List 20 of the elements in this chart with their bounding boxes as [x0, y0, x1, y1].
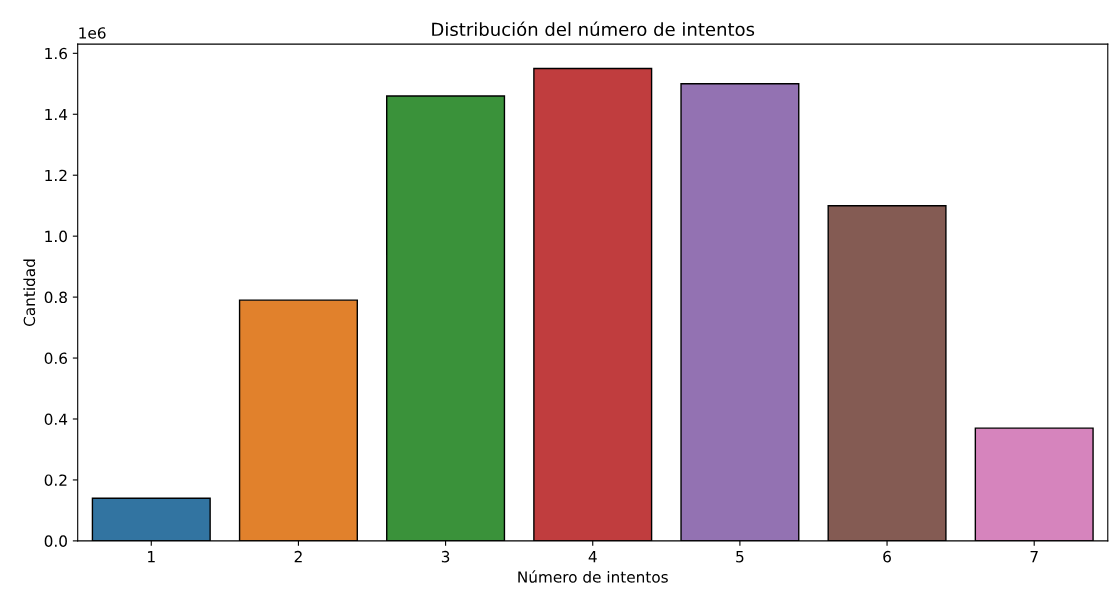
x-tick-label: 3 — [441, 550, 450, 563]
y-tick-label: 0.0 — [44, 535, 67, 547]
y-tick-label: 0.8 — [44, 291, 67, 304]
x-tick-label: 1 — [148, 551, 155, 563]
chart-title: Distribución del número de intentos — [432, 21, 755, 37]
text: 1e6 — [79, 27, 106, 39]
x-tick-label: 7 — [1030, 551, 1038, 563]
x-tick-label: 5 — [736, 551, 744, 563]
x-tick-label: 6 — [883, 550, 891, 563]
y-tick-label: 1.2 — [45, 169, 67, 182]
y-tick-label: 1.6 — [45, 47, 68, 60]
x-axis-title: Número de intentos — [518, 570, 668, 583]
x-tick-label: 4 — [588, 551, 597, 563]
y-tick-label: 0.4 — [44, 413, 68, 426]
y-tick-label: 0.2 — [44, 474, 67, 486]
y-tick-label: 1.4 — [45, 108, 68, 121]
y-tick-label: 0.6 — [44, 352, 68, 365]
y-tick-label: 1.0 — [45, 230, 67, 243]
x-tick-label: 2 — [294, 550, 302, 563]
y-axis-title: Cantidad — [23, 259, 36, 327]
